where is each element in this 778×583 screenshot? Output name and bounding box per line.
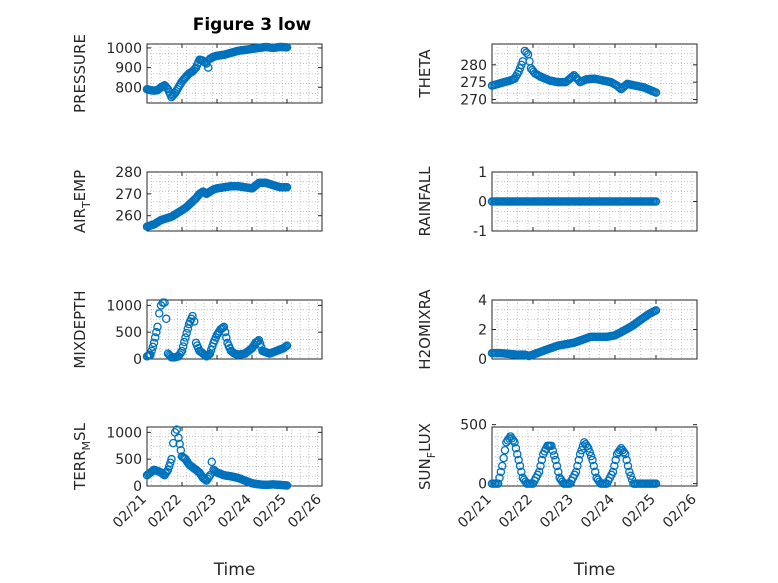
y-axis-label-main: PRESSURE [71, 34, 89, 113]
y-tick-label: 270 [460, 93, 487, 109]
subplot-8: 02/21 02/22 02/23 02/24 02/25 02/26 0 500 SUNFLU… [416, 418, 700, 580]
y-tick-label: 275 [460, 75, 487, 91]
y-axis-label: SUNFLUX [416, 423, 438, 490]
subplot-3: 260 270 280 AIRTEMP [71, 165, 322, 233]
y-axis-label: PRESSURE [71, 34, 89, 113]
y-tick-label: 900 [115, 61, 142, 77]
figure-title: Figure 3 low [193, 15, 312, 35]
y-tick-label: 4 [478, 293, 487, 309]
y-axis-label-tail: EMP [71, 170, 89, 201]
y-tick-label: 0 [133, 479, 142, 495]
y-tick-label: -1 [473, 224, 487, 240]
x-tick-label: 02/26 [660, 491, 700, 531]
y-axis-label: MIXDEPTH [71, 290, 89, 368]
y-axis-label-tail: SL [71, 422, 89, 441]
y-tick-label: 0 [133, 352, 142, 368]
y-tick-label: 500 [115, 452, 142, 468]
x-tick-label: 02/24 [215, 491, 255, 531]
y-axis-label-main: RAINFALL [416, 166, 434, 237]
y-axis-label: THETA [416, 49, 434, 99]
x-axis-label: Time [573, 560, 616, 580]
x-tick-label: 02/21 [455, 492, 495, 532]
x-tick-label: 02/25 [250, 492, 290, 532]
y-tick-label: 280 [460, 58, 487, 74]
y-tick-label: 1000 [106, 41, 142, 57]
y-tick-label: 0 [478, 477, 487, 493]
y-axis-label-main: MIXDEPTH [71, 290, 89, 368]
y-axis-label: AIRTEMP [71, 170, 93, 233]
subplot-5: 0 500 1000 MIXDEPTH [71, 290, 322, 368]
y-tick-label: 2 [478, 323, 487, 339]
x-tick-label: 02/22 [496, 492, 536, 532]
subplot-1: 800 900 1000 PRESSURE [71, 34, 322, 113]
x-axis-label: Time [213, 560, 256, 580]
y-tick-label: 1 [478, 165, 487, 181]
y-tick-label: 1000 [106, 425, 142, 441]
subplot-6: 0 2 4 H2OMIXRA [416, 289, 697, 370]
y-axis-label-main: THETA [416, 49, 434, 99]
subplot-7: 02/2102/2202/2302/2402/2502/26 0 500 1000 TE… [71, 422, 325, 580]
y-tick-label: 500 [460, 418, 487, 434]
x-tick-label: 02/24 [578, 491, 618, 531]
y-tick-label: 0 [478, 195, 487, 211]
y-tick-label: 260 [115, 209, 142, 225]
x-tick-label: 02/26 [285, 491, 325, 531]
x-tick-label: 02/23 [537, 492, 577, 532]
y-axis-label-main: TERR [71, 450, 89, 491]
x-tick-label: 02/22 [145, 492, 185, 532]
subplot-2: 270 275280 THETA [416, 44, 697, 109]
y-axis-label-main: H2OMIXRA [416, 289, 434, 370]
y-tick-label: 500 [115, 325, 142, 341]
y-axis-label: TERRMSL [71, 422, 93, 491]
y-axis-label-main: AIR [71, 208, 89, 233]
x-tick-label: 02/25 [619, 492, 659, 532]
y-tick-label: 270 [115, 187, 142, 203]
y-axis-label-sub: M [80, 441, 93, 451]
y-tick-label: 800 [115, 80, 142, 96]
x-tick-label: 02/23 [180, 492, 220, 532]
y-tick-label: 1000 [106, 298, 142, 314]
x-tick-label: 02/21 [110, 492, 150, 532]
y-tick-label: 0 [478, 352, 487, 368]
y-axis-label-main: SUN [416, 458, 434, 490]
y-axis-label: RAINFALL [416, 166, 434, 237]
y-axis-label-tail: LUX [416, 423, 434, 452]
subplot-4: -1 0 1 RAINFALL [416, 165, 697, 240]
y-axis-label: H2OMIXRA [416, 289, 434, 370]
y-tick-label: 280 [115, 165, 142, 181]
